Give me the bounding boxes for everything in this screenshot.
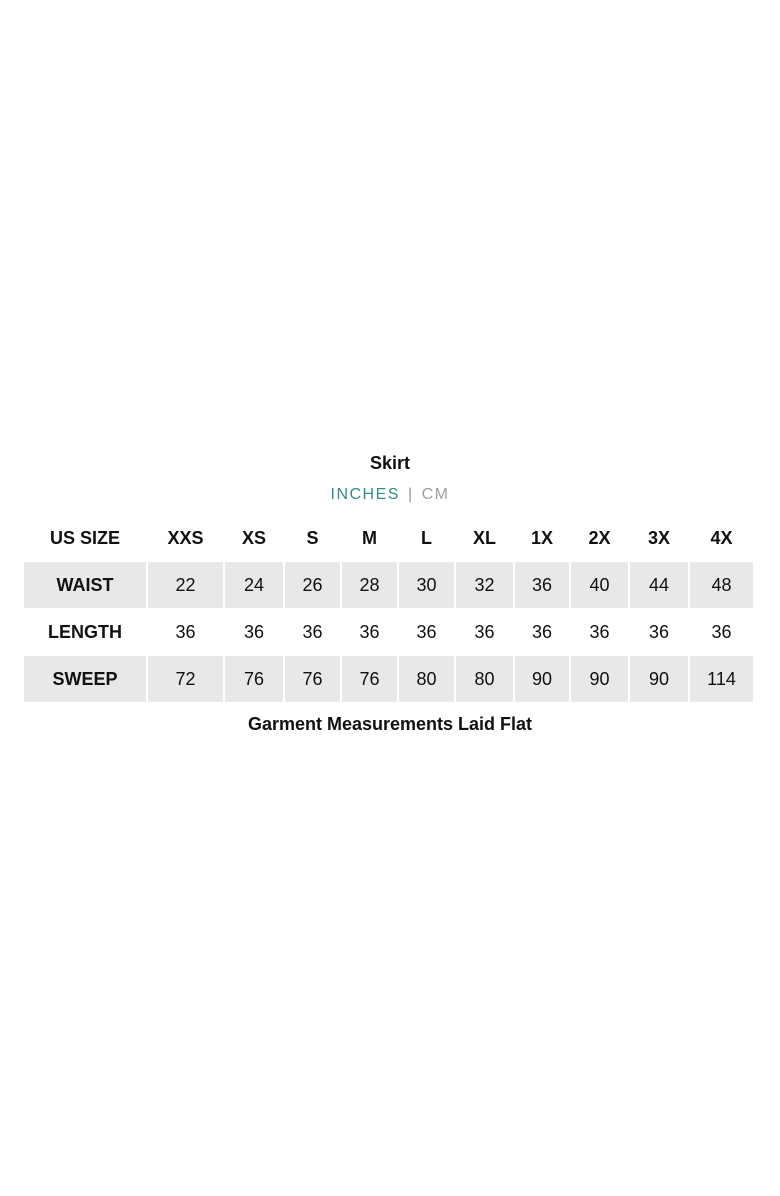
table-cell: 36 [711,621,732,642]
size-header: 2X [588,527,611,548]
table-cell: 36 [515,562,569,608]
table-cell: 36 [416,621,437,642]
size-header: S [306,527,319,548]
table-cell: 36 [175,621,196,642]
table-cell: 40 [571,562,628,608]
table-cell: 36 [531,621,553,642]
size-chart-table: US SIZE XXS XS S M L XL 1X 2X 3X 4X WAIST 22 24 26 28 30… [24,515,753,702]
table-cell: 76 [225,656,283,702]
table-cell: 24 [225,562,283,608]
row-label: SWEEP [24,656,146,702]
table-cell: 90 [630,656,688,702]
table-cell: 90 [515,656,569,702]
table-cell: 36 [359,621,380,642]
size-header: 3X [647,527,671,548]
size-header: L [421,527,432,548]
header-label: US SIZE [49,527,120,548]
size-header: 1X [530,527,554,548]
size-header: XS [241,527,266,548]
table-cell: 72 [148,656,223,702]
table-cell: 30 [399,562,454,608]
table-cell: 80 [456,656,513,702]
unit-inches-button[interactable]: INCHES [330,486,400,503]
size-header: 4X [710,527,733,548]
table-cell: 114 [690,656,753,702]
row-label: WAIST [24,562,146,608]
footer-note: Garment Measurements Laid Flat [247,714,533,734]
chart-title: Skirt [369,453,411,473]
table-cell: 32 [456,562,513,608]
table-cell: 76 [285,656,340,702]
size-header: XXS [167,527,204,548]
table-cell: 28 [342,562,397,608]
size-header: XL [472,527,496,548]
table-cell: 36 [243,621,265,642]
table-cell: 36 [589,621,610,642]
unit-separator: | [407,486,414,503]
table-cell: 48 [690,562,753,608]
table-cell: 36 [302,621,323,642]
table-cell: 44 [630,562,688,608]
unit-cm-button[interactable]: CM [421,486,450,503]
table-cell: 36 [648,621,670,642]
table-cell: 80 [399,656,454,702]
table-cell: 22 [148,562,223,608]
unit-toggle: INCHES | CM [0,486,780,504]
size-header: M [362,527,377,548]
table-cell: 26 [285,562,340,608]
table-cell: 76 [342,656,397,702]
table-cell: 90 [571,656,628,702]
table-cell: 36 [474,621,495,642]
row-label: LENGTH [48,621,122,642]
